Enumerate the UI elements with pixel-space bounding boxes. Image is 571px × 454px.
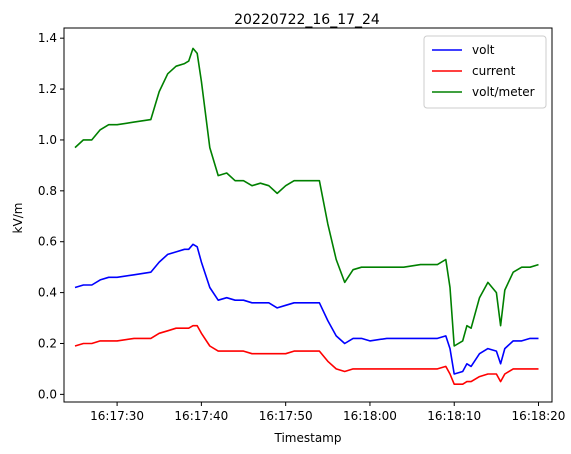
y-tick-label: 0.8 [38,184,57,198]
x-axis-title: Timestamp [274,431,342,445]
series-layer [74,47,539,386]
y-tick-label: 1.4 [38,31,57,45]
plot-frame [63,27,553,403]
x-tick-label: 16:18:20 [512,409,566,423]
x-tick-label: 16:18:00 [343,409,397,423]
legend-label-current: current [472,64,516,78]
y-tick-label: 0.6 [38,235,57,249]
y-tick-label: 0.4 [38,286,57,300]
chart-title: 20220722_16_17_24 [234,12,380,28]
legend-box [423,35,547,109]
x-tick-label: 16:18:10 [427,409,481,423]
series-line-volt [74,243,539,375]
series-line-current [74,324,539,386]
y-tick-label: 1.2 [38,82,57,96]
x-tick-label: 16:17:50 [259,409,313,423]
series-line-volt-meter [74,47,539,347]
x-tick-label: 16:17:30 [90,409,144,423]
legend-label-volt-meter: volt/meter [472,85,535,99]
y-axis: 0.0 0.2 0.4 0.6 0.8 1.0 1.2 1.4 [38,31,64,401]
legend: volt current volt/meter [423,35,547,109]
y-tick-label: 1.0 [38,133,57,147]
y-tick-label: 0.2 [38,336,57,350]
x-axis: 16:17:30 16:17:40 16:17:50 16:18:00 16:18:10… [90,402,565,423]
legend-label-volt: volt [472,43,495,57]
y-tick-label: 0.0 [38,387,57,401]
x-tick-label: 16:17:40 [174,409,228,423]
y-axis-title: kV/m [11,203,25,234]
